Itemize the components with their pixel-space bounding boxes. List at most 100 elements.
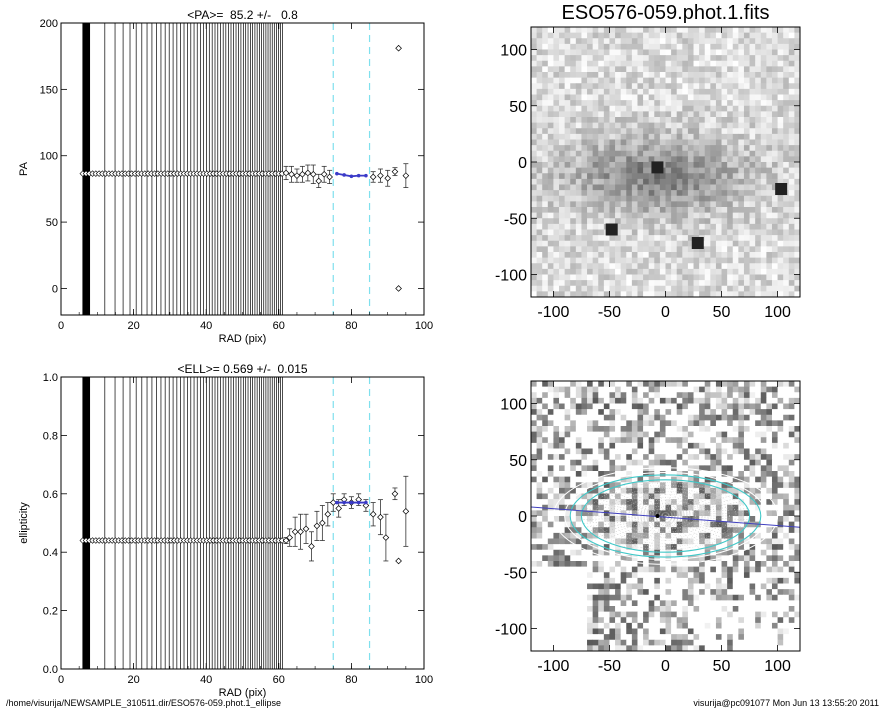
image-pixel: [542, 566, 549, 573]
image-pixel: [575, 566, 582, 573]
image-pixel: [531, 493, 538, 500]
profile-marker: [265, 537, 273, 544]
image-pixel: [738, 94, 745, 101]
image-pixel: [598, 583, 605, 590]
image-pixel: [665, 465, 672, 472]
image-pixel: [581, 178, 588, 185]
image-pixel: [771, 561, 778, 568]
image-pixel: [626, 145, 633, 152]
image-pixel: [531, 252, 538, 259]
image-pixel: [536, 32, 543, 39]
image-pixel: [721, 527, 728, 534]
image-pixel: [665, 611, 672, 618]
image-pixel: [620, 122, 627, 129]
image-pixel: [732, 499, 739, 506]
image-pixel: [648, 257, 655, 264]
image-pixel: [788, 577, 795, 584]
image-pixel: [643, 606, 650, 613]
image-pixel: [581, 392, 588, 399]
image-pixel: [710, 538, 717, 545]
y-axis-label: PA: [18, 161, 30, 176]
image-pixel: [732, 100, 739, 107]
image-pixel: [547, 448, 554, 455]
profile-marker: [105, 537, 113, 544]
image-pixel: [783, 471, 790, 478]
image-pixel: [676, 122, 683, 129]
image-pixel: [559, 606, 566, 613]
image-pixel: [564, 178, 571, 185]
image-pixel: [536, 381, 543, 388]
image-pixel: [693, 88, 700, 95]
image-pixel: [615, 611, 622, 618]
image-pixel: [721, 532, 728, 539]
fit-point: [335, 500, 339, 505]
image-pixel: [575, 285, 582, 292]
image-pixel: [547, 246, 554, 253]
image-pixel: [682, 606, 689, 613]
image-pixel: [783, 49, 790, 56]
image-pixel: [553, 504, 560, 511]
image-pixel: [609, 156, 616, 163]
image-pixel: [665, 150, 672, 157]
image-pixel: [777, 49, 784, 56]
image-pixel: [620, 178, 627, 185]
image-pixel: [542, 235, 549, 242]
image-pixel: [687, 583, 694, 590]
image-pixel: [542, 43, 549, 50]
image-pixel: [559, 201, 566, 208]
image-pixel: [609, 263, 616, 270]
image-pixel: [771, 229, 778, 236]
image-pixel: [699, 448, 706, 455]
image-pixel: [727, 201, 734, 208]
image-pixel: [777, 606, 784, 613]
image-pixel: [598, 280, 605, 287]
image-pixel: [581, 606, 588, 613]
image-pixel: [626, 544, 633, 551]
image-pixel: [637, 420, 644, 427]
profile-marker: [236, 170, 243, 177]
image-pixel: [603, 43, 610, 50]
image-pixel: [570, 252, 577, 259]
image-pixel: [693, 606, 700, 613]
image-pixel: [665, 88, 672, 95]
image-pixel: [710, 487, 717, 494]
image-pixel: [715, 122, 722, 129]
image-pixel: [738, 465, 745, 472]
y-tick-label: 50: [509, 99, 527, 116]
image-pixel: [542, 622, 549, 629]
image-pixel: [743, 246, 750, 253]
image-pixel: [771, 521, 778, 528]
image-pixel: [603, 628, 610, 635]
y-tick-label: 1.0: [43, 372, 58, 384]
image-pixel: [542, 88, 549, 95]
image-pixel: [559, 167, 566, 174]
image-pixel: [766, 487, 773, 494]
image-pixel: [704, 527, 711, 534]
image-pixel: [547, 510, 554, 517]
image-pixel: [648, 201, 655, 208]
image-pixel: [615, 600, 622, 607]
image-pixel: [755, 167, 762, 174]
image-pixel: [631, 252, 638, 259]
image-pixel: [536, 162, 543, 169]
image-pixel: [659, 94, 666, 101]
image-pixel: [536, 128, 543, 135]
image-pixel: [715, 32, 722, 39]
image-pixel: [665, 555, 672, 562]
data-point: [282, 537, 290, 544]
image-pixel: [531, 572, 538, 579]
image-pixel: [771, 263, 778, 270]
image-pixel: [693, 583, 700, 590]
image-pixel: [592, 555, 599, 562]
image-pixel: [676, 459, 683, 466]
image-pixel: [721, 218, 728, 225]
image-pixel: [637, 448, 644, 455]
image-pixel: [727, 426, 734, 433]
image-pixel: [671, 55, 678, 62]
image-pixel: [783, 577, 790, 584]
image-pixel: [743, 381, 750, 388]
image-pixel: [626, 246, 633, 253]
image-pixel: [643, 431, 650, 438]
image-pixel: [715, 403, 722, 410]
image-pixel: [531, 414, 538, 421]
